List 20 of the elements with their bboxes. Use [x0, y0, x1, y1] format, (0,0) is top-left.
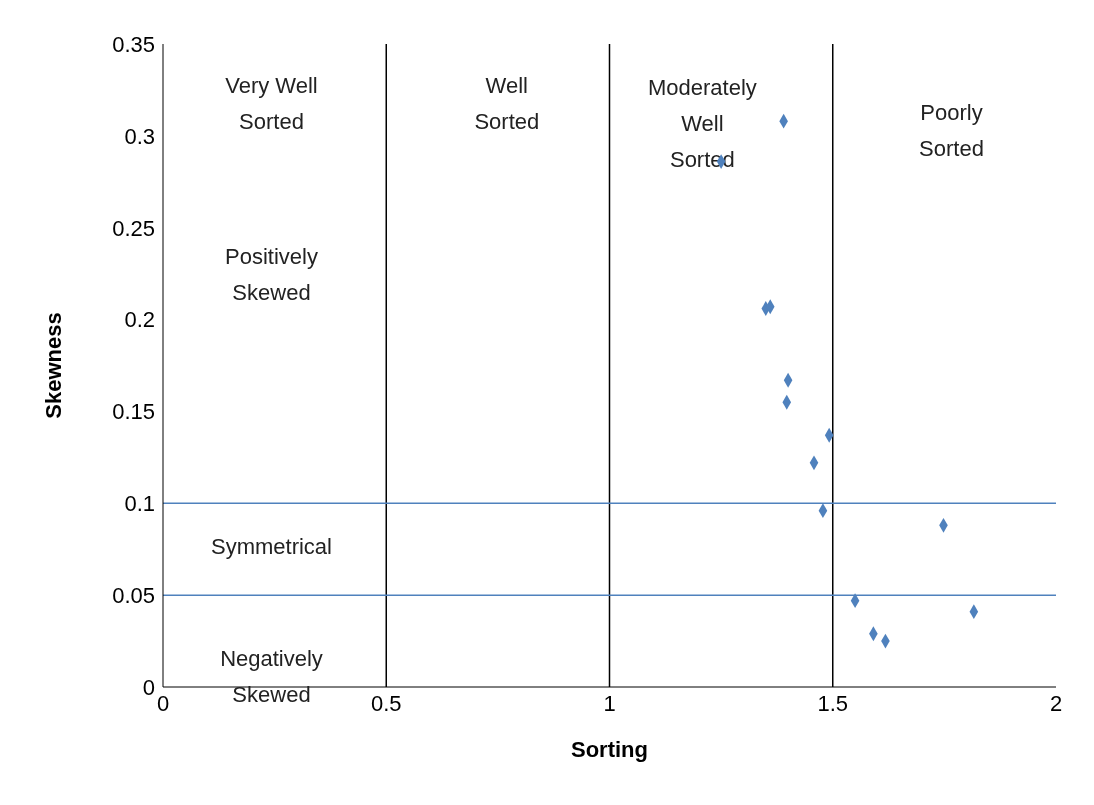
- x-axis-title: Sorting: [571, 737, 648, 762]
- annotation: Positively Skewed: [225, 243, 318, 305]
- x-tick-label: 0.5: [370, 690, 402, 716]
- annotation: Negatively Skewed: [220, 645, 323, 707]
- y-tick-label: 0: [142, 674, 155, 700]
- y-tick-label: 0.35: [112, 31, 155, 57]
- annotation: Poorly Sorted: [919, 99, 984, 161]
- x-tick-label: 1: [603, 690, 616, 716]
- annotation: Well Sorted: [474, 72, 540, 134]
- y-tick-label: 0.05: [112, 582, 155, 608]
- annotation: Symmetrical: [210, 533, 333, 559]
- x-tick-label: 2: [1049, 690, 1063, 716]
- x-tick-label: 1.5: [817, 690, 849, 716]
- annotation: Very Well Sorted: [225, 72, 318, 134]
- y-tick-label: 0.15: [112, 399, 155, 425]
- y-axis-title: Skewness: [40, 312, 66, 419]
- y-tick-label: 0.3: [124, 123, 155, 149]
- y-tick-label: 0.1: [124, 491, 155, 517]
- y-tick-label: 0.2: [124, 307, 155, 333]
- y-tick-label: 0.25: [112, 215, 155, 241]
